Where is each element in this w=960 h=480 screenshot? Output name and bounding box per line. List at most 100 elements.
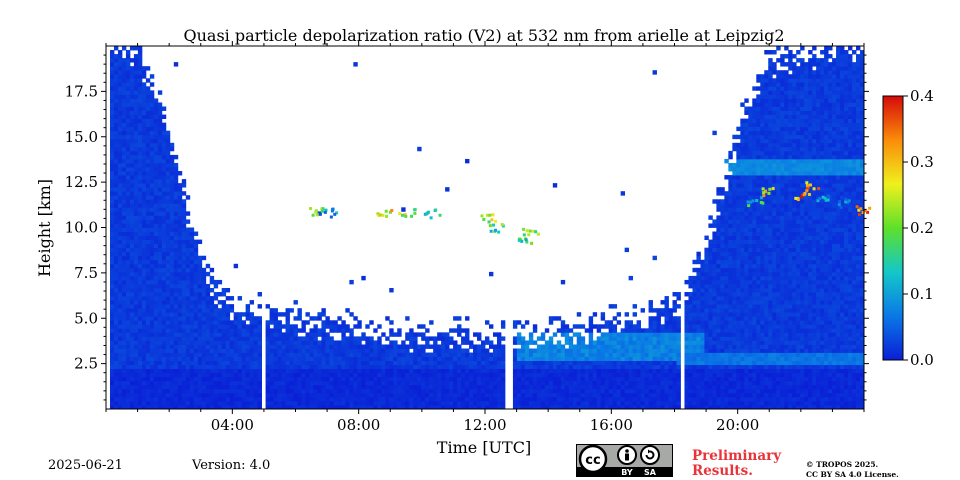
signal-cell [121, 292, 127, 297]
signal-cell [121, 154, 127, 160]
signal-cell [113, 142, 119, 148]
signal-cell [716, 207, 721, 212]
signal-cell [481, 384, 486, 390]
signal-cell [113, 118, 119, 124]
signal-cell [740, 292, 745, 297]
signal-cell [620, 384, 626, 390]
signal-cell [469, 404, 474, 410]
signal-cell [153, 146, 159, 152]
signal-cell [552, 183, 558, 188]
signal-cell [704, 316, 709, 321]
signal-cell [648, 324, 653, 329]
signal-cell [345, 372, 350, 378]
signal-cell [652, 400, 657, 406]
signal-cell [720, 275, 725, 281]
signal-cell [357, 340, 362, 345]
signal-cell [113, 219, 119, 224]
signal-cell [281, 392, 286, 398]
signal-cell [437, 332, 442, 337]
signal-cell [696, 404, 701, 410]
signal-cell [173, 288, 179, 293]
signal-cell [696, 372, 701, 378]
signal-cell [736, 183, 741, 188]
signal-cell [453, 380, 458, 386]
signal-cell [149, 187, 155, 192]
signal-cell [225, 332, 231, 337]
signal-cell [125, 191, 131, 196]
signal-cell [109, 94, 115, 99]
signal-cell [177, 352, 183, 357]
signal-cell [528, 388, 534, 394]
signal-cell [624, 388, 630, 394]
signal-cell [700, 271, 705, 277]
signal-cell [676, 352, 681, 357]
signal-cell [632, 348, 637, 353]
signal-cell [413, 400, 418, 406]
signal-cell [193, 404, 199, 410]
signal-cell [628, 340, 634, 345]
signal-cell [153, 283, 159, 289]
signal-cell [121, 175, 127, 180]
signal-cell [149, 251, 155, 257]
signal-cell [117, 219, 123, 224]
signal-cell [237, 340, 243, 345]
signal-cell [321, 336, 326, 341]
signal-cell [572, 360, 578, 366]
signal-cell [457, 360, 462, 366]
signal-cell [145, 195, 151, 200]
signal-cell [229, 356, 235, 361]
signal-cell [445, 372, 450, 378]
signal-cell [113, 179, 119, 184]
signal-cell [113, 94, 119, 99]
signal-cell [728, 247, 733, 253]
signal-cell [588, 316, 594, 321]
signal-cell [636, 336, 641, 341]
signal-cell [548, 404, 554, 410]
signal-cell [277, 332, 282, 337]
signal-cell [113, 191, 119, 196]
signal-cell [524, 340, 530, 345]
signal-cell [708, 283, 713, 289]
signal-cell [736, 223, 741, 228]
signal-cell [145, 308, 151, 313]
signal-cell [588, 360, 594, 366]
signal-cell [632, 344, 637, 349]
signal-cell [153, 360, 159, 366]
signal-cell [720, 207, 725, 212]
signal-cell [121, 70, 127, 75]
signal-cell [576, 332, 582, 337]
signal-cell [109, 376, 115, 382]
signal-cell [225, 364, 231, 370]
signal-cell [353, 62, 358, 67]
signal-cell [149, 396, 155, 402]
signal-cell [433, 348, 438, 353]
signal-cell [620, 392, 626, 398]
signal-cell [129, 348, 135, 353]
signal-cell [161, 235, 167, 240]
signal-cell [133, 223, 139, 228]
signal-cell [740, 360, 745, 366]
signal-cell [740, 243, 745, 249]
signal-cell [716, 231, 721, 236]
signal-cell [740, 118, 745, 124]
signal-cell [289, 388, 294, 394]
signal-cell [596, 396, 602, 402]
signal-cell [708, 279, 713, 285]
signal-cell [285, 392, 290, 398]
signal-cell [109, 364, 115, 370]
signal-cell [732, 271, 737, 277]
signal-cell [141, 70, 147, 75]
signal-cell [461, 372, 466, 378]
signal-cell [197, 267, 203, 273]
signal-cell [353, 340, 358, 345]
signal-cell [165, 400, 171, 406]
signal-cell [313, 360, 318, 366]
signal-cell [169, 231, 175, 236]
signal-cell [177, 368, 183, 374]
signal-cell [648, 328, 653, 333]
signal-cell [289, 324, 294, 329]
signal-cell [205, 304, 211, 309]
signal-cell [177, 207, 183, 212]
signal-cell [492, 352, 498, 357]
signal-cell [177, 231, 183, 236]
